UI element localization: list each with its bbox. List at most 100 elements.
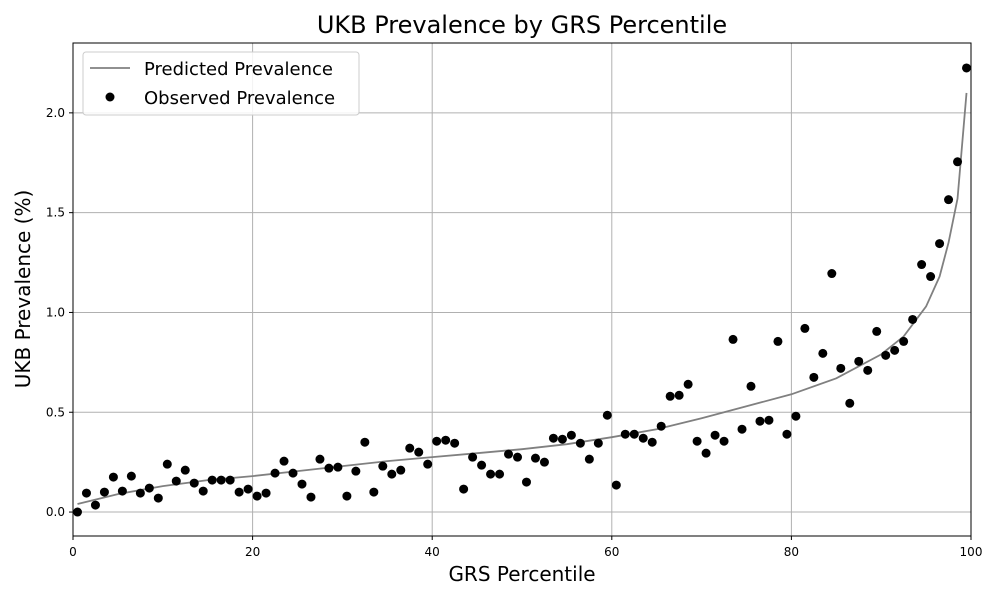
plot-frame	[72, 42, 972, 537]
observed-point	[809, 372, 819, 382]
observed-point	[548, 433, 558, 443]
observed-point	[261, 488, 271, 498]
observed-point	[243, 484, 253, 494]
legend-box	[82, 51, 360, 116]
observed-point	[153, 493, 163, 503]
observed-point	[782, 429, 792, 439]
observed-point	[198, 486, 208, 496]
observed-point	[638, 433, 648, 443]
observed-point	[378, 461, 388, 471]
observed-point	[908, 314, 918, 324]
chart-title: UKB Prevalence by GRS Percentile	[317, 11, 727, 39]
observed-point	[737, 424, 747, 434]
observed-point	[530, 453, 540, 463]
observed-point	[926, 272, 936, 282]
x-tick-label: 80	[784, 545, 799, 559]
observed-point	[126, 471, 136, 481]
observed-point	[683, 379, 693, 389]
observed-point	[225, 475, 235, 485]
observed-point	[216, 475, 226, 485]
observed-point	[432, 436, 442, 446]
axis-ticks: 0 20 40 60 80 100 0.0 0.5 1.0 1.5 2.0	[46, 106, 983, 559]
observed-point	[189, 478, 199, 488]
observed-point	[656, 421, 666, 431]
observed-point	[486, 469, 496, 479]
x-tick-label: 20	[245, 545, 260, 559]
y-tick-label: 0.5	[46, 405, 65, 419]
observed-point	[755, 416, 765, 426]
observed-point	[953, 157, 963, 167]
observed-point	[935, 239, 945, 249]
observed-point	[944, 195, 954, 205]
observed-point	[288, 468, 298, 478]
observed-point	[890, 345, 900, 355]
x-tick-label: 40	[425, 545, 440, 559]
observed-point	[584, 454, 594, 464]
observed-point	[495, 469, 505, 479]
observed-point	[450, 438, 460, 448]
observed-point	[863, 365, 873, 375]
observed-point	[629, 429, 639, 439]
observed-point	[207, 475, 217, 485]
observed-point	[575, 438, 585, 448]
observed-point	[513, 452, 523, 462]
observed-point	[881, 350, 891, 360]
observed-point	[144, 483, 154, 493]
observed-point	[719, 436, 729, 446]
observed-point	[180, 465, 190, 475]
observed-point	[827, 269, 837, 279]
grid-lines	[72, 43, 972, 536]
observed-point	[162, 459, 172, 469]
y-axis-label: UKB Prevalence (%)	[11, 190, 35, 389]
observed-point	[459, 484, 469, 494]
predicted-prevalence-line-group	[77, 92, 968, 505]
observed-point	[710, 430, 720, 440]
y-tick-label: 0.0	[46, 505, 65, 519]
observed-point	[135, 488, 145, 498]
observed-point	[701, 448, 711, 458]
observed-point	[728, 334, 738, 344]
observed-point	[593, 438, 603, 448]
observed-point	[351, 466, 361, 476]
observed-point	[746, 381, 756, 391]
observed-point	[854, 356, 864, 366]
observed-point	[692, 436, 702, 446]
observed-point	[387, 469, 397, 479]
observed-point	[108, 472, 118, 482]
observed-point	[315, 454, 325, 464]
legend: Predicted Prevalence Observed Prevalence	[82, 51, 360, 116]
x-tick-label: 60	[604, 545, 619, 559]
observed-point	[297, 479, 307, 489]
observed-point	[369, 487, 379, 497]
legend-predicted-label: Predicted Prevalence	[144, 59, 333, 80]
observed-point	[306, 492, 316, 502]
observed-point	[405, 443, 415, 453]
predicted-prevalence-line	[77, 92, 968, 505]
observed-point	[477, 460, 487, 470]
observed-point	[504, 449, 514, 459]
observed-point	[665, 391, 675, 401]
observed-point	[557, 434, 567, 444]
observed-point	[72, 507, 82, 517]
observed-point	[234, 487, 244, 497]
observed-point	[360, 437, 370, 447]
x-tick-label: 100	[960, 545, 983, 559]
observed-point	[414, 447, 424, 457]
observed-point	[270, 468, 280, 478]
legend-observed-marker	[105, 92, 115, 102]
observed-point	[791, 411, 801, 421]
observed-point	[521, 477, 531, 487]
y-tick-label: 2.0	[46, 106, 65, 120]
observed-point	[90, 500, 100, 510]
observed-point	[647, 437, 657, 447]
observed-point	[566, 430, 576, 440]
observed-point	[252, 491, 262, 501]
observed-point	[342, 491, 352, 501]
observed-point	[117, 486, 127, 496]
observed-point	[764, 415, 774, 425]
observed-point	[441, 435, 451, 445]
observed-point	[800, 323, 810, 333]
observed-point	[396, 465, 406, 475]
observed-point	[539, 457, 549, 467]
